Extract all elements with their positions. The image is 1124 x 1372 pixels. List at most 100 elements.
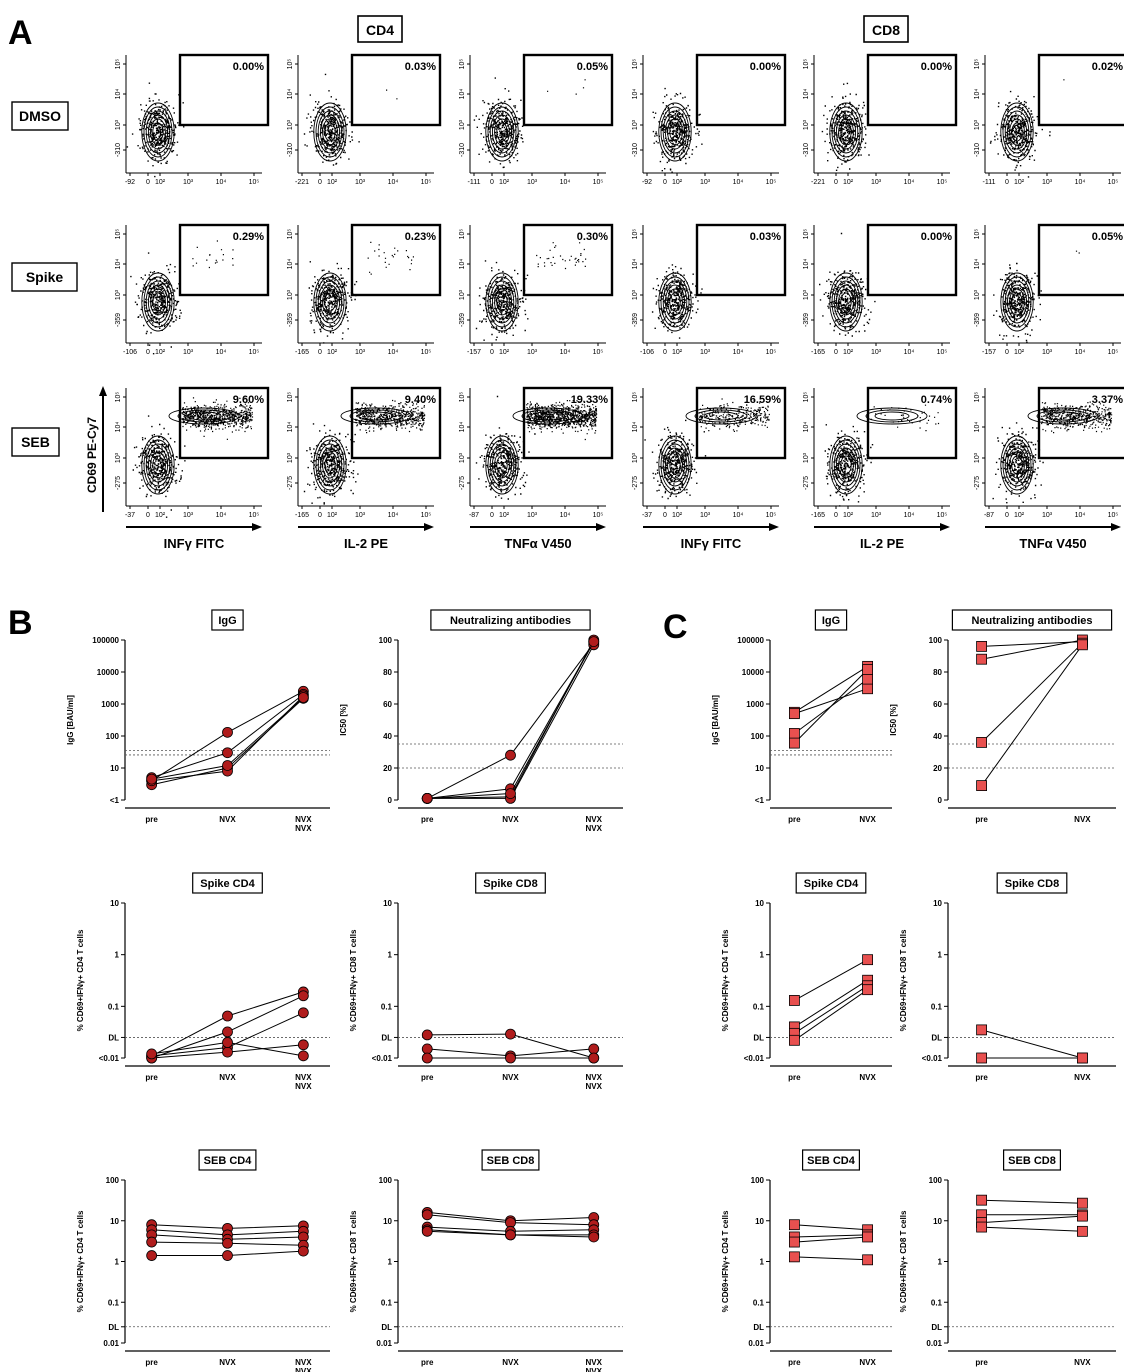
- chart-c-seb-cd4: SEB CD4 0.01 DL 0.1 1 10 100 % CD69+IFNγ+ CD4 T…: [721, 1149, 892, 1367]
- x-tick-label: pre: [788, 815, 801, 824]
- x-tick-label: 10³: [700, 349, 711, 356]
- y-tick-label: 0.01: [103, 1339, 119, 1348]
- gate-box: [695, 223, 787, 297]
- series-line: [981, 639, 1083, 660]
- data-point: [789, 995, 800, 1006]
- y-tick-label: 10³: [803, 452, 810, 463]
- y-axis-title: % CD69+IFNγ+ CD8 T cells: [349, 929, 358, 1031]
- x-tick-label: 10⁴: [216, 349, 227, 356]
- chart-c-neutralizing-antibodies: Neutralizing antibodies 0 20 40 60 80 100 IC50 …: [889, 609, 1116, 824]
- data-point: [789, 1236, 800, 1248]
- density-contour: [496, 292, 508, 312]
- y-tick-label: 1: [760, 951, 765, 960]
- series-line: [794, 1236, 868, 1243]
- x-tick-label: 10⁴: [388, 179, 399, 186]
- data-point: [222, 1037, 233, 1048]
- density-contour: [489, 110, 515, 154]
- data-point: [222, 1010, 233, 1022]
- axis-arrow-head: [940, 523, 950, 531]
- x-tick-label: 0: [146, 349, 150, 356]
- series-5: [146, 692, 309, 785]
- x-tick-label: 0: [490, 179, 494, 186]
- x-tick-label: 10²: [843, 179, 854, 186]
- x-tick-label: -165: [811, 349, 825, 356]
- x-tick-label: 10⁴: [1075, 512, 1086, 519]
- density-contour: [485, 272, 519, 332]
- series-line: [981, 1215, 1083, 1224]
- data-point: [505, 1028, 516, 1040]
- y-tick-label: -310: [459, 143, 466, 157]
- x-tick-label: 10⁵: [593, 179, 604, 186]
- series-4: [789, 984, 873, 1046]
- series-line: [981, 644, 1083, 786]
- data-point: [297, 1245, 309, 1257]
- y-tick-label: 10⁴: [287, 259, 294, 270]
- x-tick-label: 10⁴: [733, 349, 744, 356]
- chart-title-box: [211, 609, 244, 631]
- y-tick-label: DL: [108, 1323, 119, 1332]
- density-contour: [322, 118, 338, 146]
- x-tick-label: NVX: [586, 1358, 603, 1367]
- x-tick-label: 10⁴: [216, 512, 227, 519]
- y-tick-label: 10⁴: [459, 259, 466, 270]
- x-tick-label: NVX: [502, 1358, 519, 1367]
- x-tick-label: 10⁵: [421, 512, 432, 519]
- density-contour: [1004, 443, 1030, 487]
- series-line: [794, 959, 868, 1001]
- y-axis-title: % CD69+IFNγ+ CD8 T cells: [899, 1210, 908, 1312]
- flow-plot-r2-c4: -359 10³ 10⁴ 10⁵ -106 0 10² 10³ 10⁴ 10⁵ 0.03%: [632, 223, 787, 356]
- data-point: [1077, 1225, 1088, 1237]
- density-contour: [835, 114, 857, 150]
- y-tick-label: -359: [974, 313, 981, 327]
- x-axis-title-text: IL-2 PE: [860, 536, 904, 551]
- x-tick-label: 0: [834, 349, 838, 356]
- y-tick-label: 10⁴: [287, 422, 294, 433]
- series-2: [976, 1052, 1088, 1064]
- data-point: [862, 984, 873, 996]
- density-contour: [1009, 118, 1025, 146]
- data-point: [588, 1052, 600, 1064]
- x-tick-label: 10²: [155, 179, 166, 186]
- y-tick-label: 1000: [101, 700, 119, 709]
- chart-title: IgG: [822, 615, 840, 627]
- chart-c-igg: IgG <1 10 100 1000 10000 100000 IgG [BAU/ml] pre…: [711, 609, 892, 824]
- row-label-box: [11, 101, 69, 131]
- chart-title: IgG: [218, 615, 236, 627]
- y-tick-label: 10⁵: [287, 392, 294, 403]
- gate-box: [1037, 223, 1124, 297]
- y-tick-label: <0.01: [372, 1054, 393, 1063]
- y-tick-label: 0.1: [381, 1298, 393, 1307]
- gate-box: [1037, 53, 1124, 127]
- data-point: [421, 1209, 433, 1221]
- data-point: [146, 1250, 158, 1261]
- x-tick-label: 10²: [155, 349, 166, 356]
- flow-plot-r3-c3: -275 10³ 10⁴ 10⁵ -87 0 10² 10³ 10⁴ 10⁵ 19.33%: [459, 386, 614, 519]
- density-contour: [865, 409, 919, 423]
- x-tick-label: 10²: [499, 349, 510, 356]
- x-tick-label: -87: [984, 512, 994, 519]
- chart-title: SEB CD4: [807, 1155, 856, 1167]
- density-contour: [145, 280, 171, 324]
- density-contour: [487, 106, 517, 158]
- gate-box: [522, 53, 614, 127]
- density-contour: [838, 288, 854, 316]
- series-4: [146, 1236, 309, 1251]
- density-contour: [660, 439, 690, 491]
- chart-c-seb-cd8: SEB CD8 0.01 DL 0.1 1 10 100 % CD69+IFNγ+ CD8 T…: [899, 1149, 1116, 1367]
- y-tick-label: 10⁴: [632, 259, 639, 270]
- row-label-box: [11, 262, 78, 292]
- x-tick-label: -165: [811, 512, 825, 519]
- y-tick-label: 20: [383, 764, 392, 773]
- x-tick-label: -157: [982, 349, 996, 356]
- density-contour: [1006, 447, 1028, 483]
- series-line: [427, 641, 595, 799]
- series-line: [794, 669, 868, 744]
- data-point: [862, 954, 873, 966]
- y-tick-label: DL: [753, 1323, 764, 1332]
- x-tick-label: 0: [318, 179, 322, 186]
- y-tick-label: -359: [287, 313, 294, 327]
- x-tick-label: 10⁵: [766, 512, 777, 519]
- y-tick-label: 10⁵: [459, 229, 466, 240]
- data-point: [976, 653, 987, 665]
- y-tick-label: 0: [938, 796, 943, 805]
